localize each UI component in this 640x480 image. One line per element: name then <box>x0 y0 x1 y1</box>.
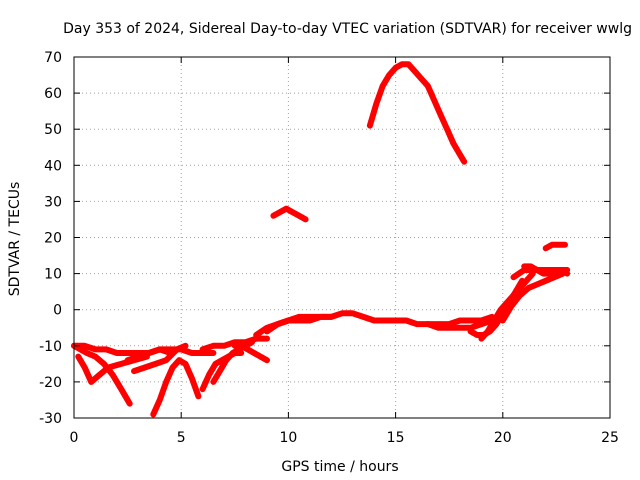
y-axis-label: SDTVAR / TECUs <box>7 182 23 297</box>
series-arc-16 <box>499 267 571 324</box>
series-arc-12 <box>264 313 335 335</box>
series-arc-10 <box>231 342 270 364</box>
series-arc-15 <box>478 270 536 342</box>
x-axis-label: GPS time / hours <box>281 459 398 475</box>
chart-title: Day 353 of 2024, Sidereal Day-to-day VTE… <box>63 21 632 37</box>
series-arc-1 <box>71 342 133 407</box>
series-arc-19 <box>542 241 568 252</box>
y-tick-label: 20 <box>44 231 62 247</box>
y-tick-label: 40 <box>44 158 62 174</box>
y-tick-label: 10 <box>44 267 62 283</box>
grid-lines <box>74 57 610 418</box>
x-tick-label: 25 <box>601 430 619 446</box>
data-series-group <box>71 61 571 418</box>
y-tick-label: 30 <box>44 194 62 210</box>
series-arc-9 <box>199 335 270 353</box>
series-arc-13 <box>424 313 506 331</box>
series-arc-18 <box>521 263 571 277</box>
x-axis-ticks: 0 5 10 15 20 25 <box>70 57 619 446</box>
y-tick-label: -20 <box>39 375 62 391</box>
y-tick-label: 60 <box>44 86 62 102</box>
x-tick-label: 10 <box>279 430 297 446</box>
x-tick-label: 20 <box>494 430 512 446</box>
series-arc-5 <box>124 346 217 364</box>
y-tick-label: -30 <box>39 411 62 427</box>
y-tick-label: -10 <box>39 339 62 355</box>
y-tick-label: 50 <box>44 122 62 138</box>
y-tick-label: 0 <box>53 303 62 319</box>
series-arc-21 <box>366 61 468 165</box>
series-arc-4 <box>150 357 202 418</box>
series-arc-11 <box>253 310 496 338</box>
x-tick-label: 15 <box>387 430 405 446</box>
y-axis-ticks: -30 -20 -10 0 10 20 30 40 50 60 70 <box>39 50 610 427</box>
x-tick-label: 5 <box>177 430 186 446</box>
y-tick-label: 70 <box>44 50 62 66</box>
x-tick-label: 0 <box>70 430 79 446</box>
series-arc-6 <box>131 342 189 375</box>
series-arc-20 <box>270 205 309 223</box>
